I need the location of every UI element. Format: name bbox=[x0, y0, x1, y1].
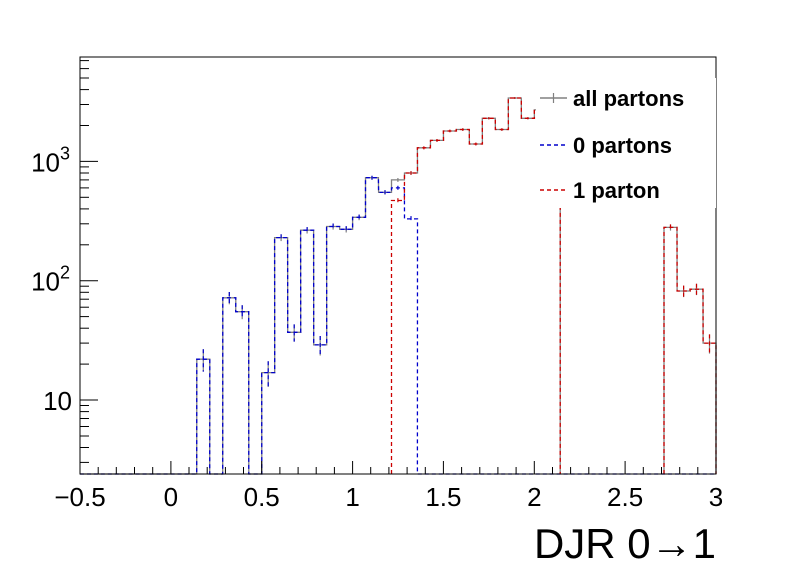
x-tick-label: −0.5 bbox=[54, 482, 105, 512]
x-tick-label: 3 bbox=[709, 482, 723, 512]
x-tick-label: 0.5 bbox=[244, 482, 280, 512]
x-tick-label: 2 bbox=[527, 482, 541, 512]
histogram-bins bbox=[80, 177, 716, 475]
legend-label: 0 partons bbox=[573, 133, 672, 158]
tick-labels-layer: −0.5 0 0.5 1 1.5 2 2.5 3 10 102 103 bbox=[31, 143, 723, 512]
x-axis-title: DJR 0→1 bbox=[534, 520, 716, 567]
x-tick-label: 2.5 bbox=[607, 482, 643, 512]
y-tick-label: 10 bbox=[43, 386, 72, 416]
y-tick-label: 103 bbox=[31, 143, 70, 177]
series-layer bbox=[80, 97, 717, 475]
y-tick-label: 102 bbox=[31, 263, 70, 297]
legend: all partons 0 partons 1 parton bbox=[540, 86, 684, 203]
series-0-partons bbox=[80, 175, 716, 475]
x-tick-label: 1.5 bbox=[425, 482, 461, 512]
series-1-parton bbox=[390, 97, 717, 474]
histogram-bins bbox=[390, 97, 717, 474]
x-tick-label: 0 bbox=[164, 482, 178, 512]
legend-label: 1 parton bbox=[573, 178, 660, 203]
plot-frame bbox=[79, 56, 717, 475]
legend-box bbox=[536, 78, 716, 208]
legend-label: all partons bbox=[573, 86, 684, 111]
ticks-layer bbox=[79, 60, 717, 474]
x-tick-label: 1 bbox=[345, 482, 359, 512]
